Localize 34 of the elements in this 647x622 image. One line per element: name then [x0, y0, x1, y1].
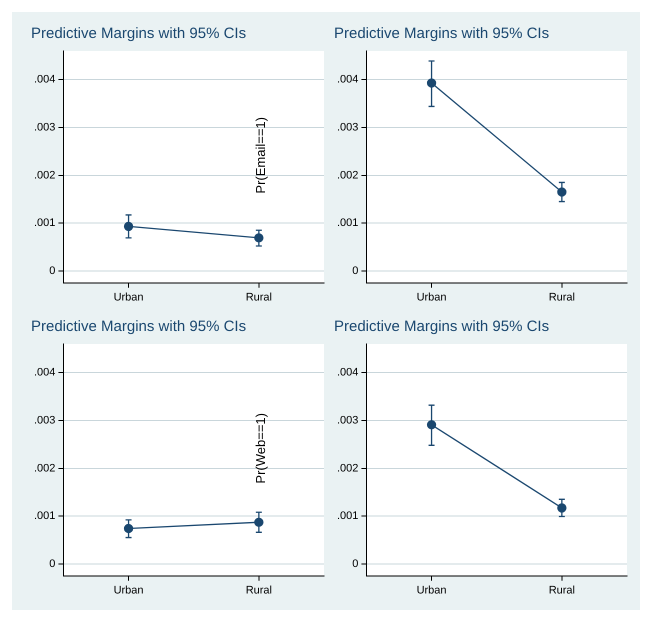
y-tick-label: .004: [336, 74, 358, 86]
y-tick-label: 0: [49, 264, 56, 277]
y-axis-title: Pr(Web==1): [253, 413, 268, 484]
y-tick-label: 0: [49, 558, 56, 570]
x-tick-label: Urban: [114, 291, 144, 304]
y-tick-label: .003: [34, 414, 56, 426]
chart-title: Predictive Margins with 95% CIs: [31, 25, 246, 42]
y-tick-label: .004: [34, 74, 56, 86]
x-tick-label: Urban: [416, 584, 447, 596]
x-tick-label: Urban: [114, 584, 144, 596]
y-tick-label: .001: [336, 510, 358, 522]
y-tick-label: .004: [336, 366, 358, 379]
y-tick-label: .004: [34, 366, 56, 379]
y-tick-label: .001: [336, 217, 358, 230]
y-tick-label: 0: [352, 558, 358, 570]
chart-title: Predictive Margins with 95% CIs: [31, 318, 246, 336]
y-axis-title: Pr(Email==1): [253, 117, 268, 194]
y-tick-label: .002: [336, 169, 358, 182]
y-tick-label: .002: [34, 462, 56, 474]
chart-title: Predictive Margins with 95% CIs: [334, 25, 550, 42]
x-tick-label: Rural: [246, 291, 272, 304]
y-tick-label: .001: [34, 217, 56, 230]
y-tick-label: .003: [336, 414, 358, 426]
y-tick-label: .002: [34, 169, 56, 182]
y-tick-label: .001: [34, 510, 56, 522]
y-tick-label: .003: [336, 122, 358, 134]
x-tick-label: Rural: [246, 584, 272, 596]
x-tick-label: Rural: [548, 584, 575, 596]
x-tick-label: Rural: [548, 291, 575, 304]
y-tick-label: .003: [34, 122, 56, 134]
y-tick-label: 0: [352, 264, 358, 277]
x-tick-label: Urban: [416, 291, 447, 304]
y-tick-label: .002: [336, 462, 358, 474]
chart-title: Predictive Margins with 95% CIs: [334, 318, 550, 336]
